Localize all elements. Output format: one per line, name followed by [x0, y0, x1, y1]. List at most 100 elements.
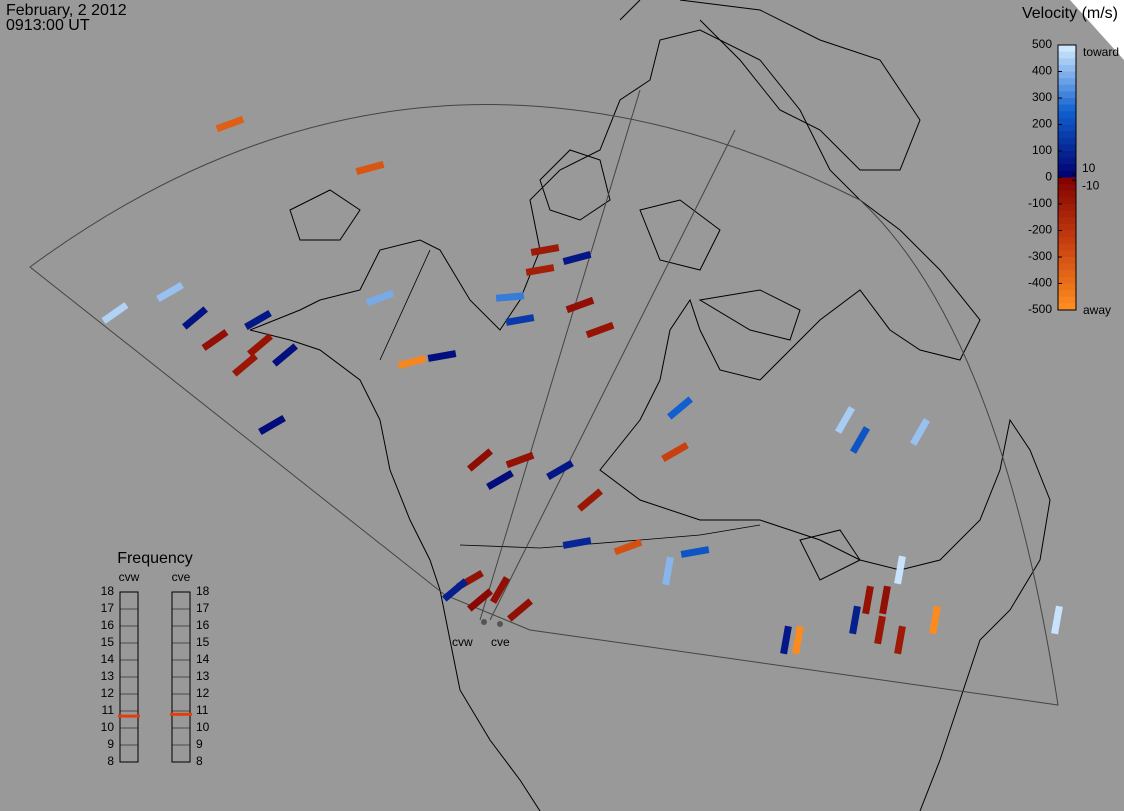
frequency-tick-label: 13 — [101, 669, 115, 683]
echo — [505, 314, 535, 326]
colorbar-swatch — [1058, 131, 1076, 139]
echo — [365, 289, 395, 307]
colorbar-swatch — [1058, 210, 1076, 218]
colorbar-swatch — [1058, 204, 1076, 212]
echo — [507, 598, 533, 622]
frequency-tick-label: 8 — [196, 754, 203, 768]
colorbar-side-label: -10 — [1082, 178, 1100, 192]
echo — [272, 343, 298, 367]
frequency-tick-label: 15 — [196, 635, 210, 649]
colorbar-swatch — [1058, 51, 1076, 59]
echo — [894, 625, 906, 655]
frequency-tick-label: 16 — [196, 618, 210, 632]
frequency-tick-label: 17 — [196, 601, 210, 615]
colorbar-tick-label: -100 — [1028, 196, 1052, 210]
echo — [442, 578, 468, 602]
colorbar-tick-label: -500 — [1028, 302, 1052, 316]
echo — [505, 451, 535, 469]
echo — [874, 615, 886, 645]
echo — [486, 469, 514, 491]
colorbar-swatch — [1058, 64, 1076, 72]
colorbar-tick-label: -200 — [1028, 223, 1052, 237]
echo — [792, 625, 804, 655]
colorbar-title: Velocity (m/s) — [1022, 5, 1118, 22]
colorbar-swatch — [1058, 170, 1076, 178]
echo — [182, 306, 208, 330]
frequency-tick-label: 8 — [107, 754, 114, 768]
colorbar-swatch — [1058, 58, 1076, 66]
colorbar-bottom-label: away — [1083, 303, 1111, 317]
echo — [661, 441, 689, 463]
frequency-tick-label: 11 — [196, 703, 209, 717]
colorbar-swatch — [1058, 117, 1076, 125]
frequency-tick-label: 15 — [101, 635, 115, 649]
echo — [397, 354, 427, 370]
frequency-tick-label: 17 — [101, 601, 115, 615]
colorbar-swatch — [1058, 230, 1076, 238]
colorbar-tick-label: -300 — [1028, 249, 1052, 263]
frequency-tick-label: 12 — [101, 686, 115, 700]
echo — [780, 625, 792, 655]
echo — [662, 556, 674, 586]
colorbar-tick-label: 0 — [1045, 170, 1052, 184]
echo — [355, 160, 385, 176]
radar-label: cve — [491, 635, 510, 649]
colorbar-swatch — [1058, 217, 1076, 225]
colorbar-swatch — [1058, 177, 1076, 185]
echo — [495, 292, 525, 302]
colorbar-swatch — [1058, 276, 1076, 284]
echo — [565, 296, 595, 314]
colorbar-swatch — [1058, 98, 1076, 106]
colorbar-swatch — [1058, 296, 1076, 304]
colorbar-swatch — [1058, 124, 1076, 132]
colorbar-swatch — [1058, 144, 1076, 152]
frequency-title: Frequency — [117, 550, 193, 567]
frequency-radar-label: cvw — [119, 570, 140, 584]
frequency-tick-label: 10 — [196, 720, 210, 734]
colorbar-side-label: 10 — [1082, 161, 1096, 175]
colorbar-swatch — [1058, 223, 1076, 231]
echo — [467, 448, 493, 472]
colorbar-swatch — [1058, 91, 1076, 99]
colorbar-swatch — [1058, 184, 1076, 192]
frequency-radar-label: cve — [172, 570, 191, 584]
colorbar-tick-label: 300 — [1032, 90, 1052, 104]
frequency-tick-label: 18 — [196, 584, 210, 598]
echo — [849, 426, 871, 454]
echo — [258, 414, 286, 436]
radar-site — [497, 621, 503, 627]
colorbar-swatch — [1058, 303, 1076, 311]
frequency-tick-label: 14 — [196, 652, 210, 666]
echo — [862, 585, 874, 615]
frequency-tick-label: 13 — [196, 669, 210, 683]
echo — [613, 538, 643, 556]
echo — [247, 333, 273, 357]
colorbar-swatch — [1058, 243, 1076, 251]
echo — [546, 459, 574, 481]
colorbar-tick-label: 200 — [1032, 117, 1052, 131]
echo — [244, 309, 272, 331]
echo — [101, 302, 129, 324]
frequency-tick-label: 9 — [196, 737, 203, 751]
colorbar-swatch — [1058, 263, 1076, 271]
time: 0913:00 UT — [6, 17, 90, 34]
radar-site — [481, 619, 487, 625]
frequency-tick-label: 12 — [196, 686, 210, 700]
echo — [879, 585, 891, 615]
echo — [577, 488, 603, 512]
echo — [215, 115, 245, 133]
echo — [1051, 605, 1063, 635]
frequency-tick-label: 14 — [101, 652, 115, 666]
frequency-tick-label: 16 — [101, 618, 115, 632]
echo — [562, 250, 592, 266]
colorbar-swatch — [1058, 283, 1076, 291]
colorbar-tick-label: 100 — [1032, 143, 1052, 157]
echo — [201, 329, 229, 351]
colorbar-swatch — [1058, 290, 1076, 298]
echo — [585, 321, 615, 339]
frequency-tick-label: 10 — [101, 720, 115, 734]
echo — [894, 555, 906, 585]
